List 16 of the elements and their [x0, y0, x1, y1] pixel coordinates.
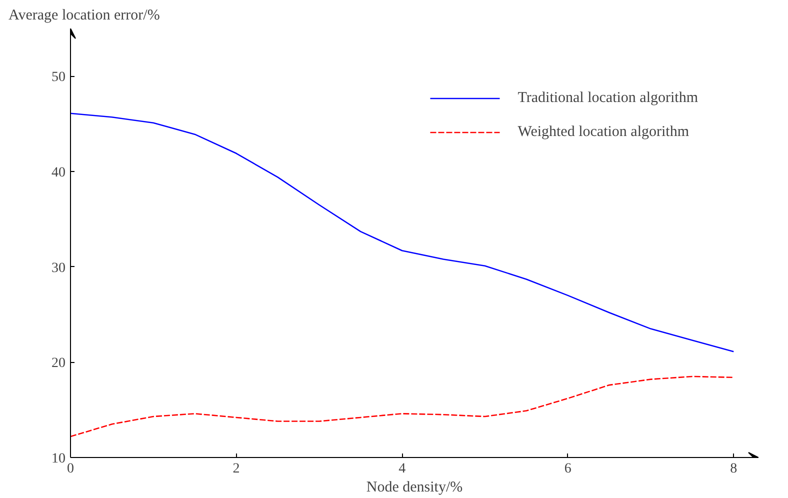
legend-label: Weighted location algorithm [518, 124, 689, 140]
y-tick-label: 30 [52, 260, 66, 276]
x-tick-label: 4 [398, 462, 406, 476]
line-series [70, 376, 734, 438]
line-series [70, 112, 734, 352]
x-tick-label: 8 [730, 462, 738, 476]
x-tick-label: 2 [232, 462, 240, 476]
x-tick-label: 0 [67, 462, 74, 476]
x-tick-label: 6 [564, 462, 572, 476]
y-tick-label: 10 [52, 452, 66, 466]
y-axis-title: Average location error/% [8, 8, 160, 24]
x-axis-title: Node density/% [366, 480, 463, 496]
legend-label: Traditional location algorithm [518, 90, 698, 106]
y-tick-label: 20 [52, 356, 66, 372]
y-tick-label: 40 [52, 166, 66, 180]
y-tick-label: 50 [52, 70, 66, 86]
